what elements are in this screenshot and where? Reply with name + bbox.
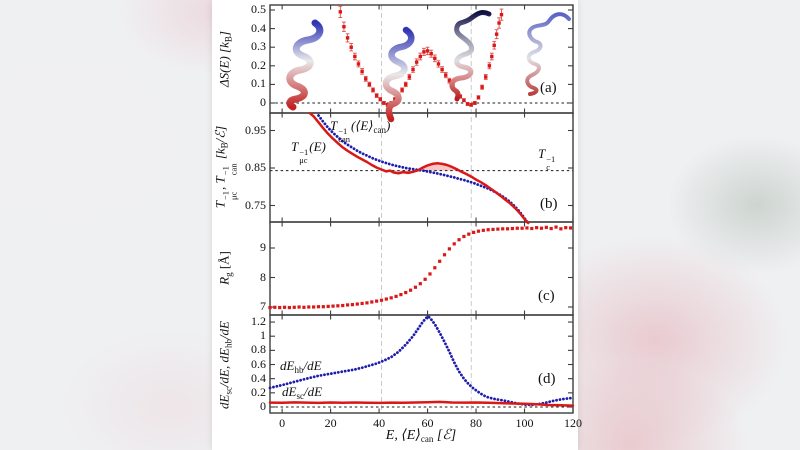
- y-tick-label: 7: [260, 299, 266, 313]
- panel-letter-d: (d): [538, 371, 556, 387]
- annotation-dehb: dEhb/dE: [280, 358, 322, 375]
- y-tick-label: 0.5: [251, 2, 266, 16]
- x-tick-label: 20: [324, 416, 337, 430]
- x-tick-label: 80: [470, 416, 483, 430]
- y-tick-label: 0.95: [245, 122, 266, 137]
- x-tick-label: 40: [373, 416, 386, 430]
- helix-structure-partial-2: [449, 10, 492, 102]
- annotation-tmc: T −1 μc (E): [291, 139, 326, 165]
- panel-letter-b: (b): [540, 196, 558, 212]
- y-tick-label: 9: [260, 240, 266, 254]
- helix-structure-folded: [286, 19, 324, 111]
- y-tick-label: 1: [260, 328, 266, 343]
- y-tick-label: 0.75: [245, 197, 266, 212]
- y-tick-label: 0.2: [251, 57, 266, 72]
- y-tick-label: 0.85: [245, 160, 266, 174]
- annotation-tc: T −1 c: [538, 146, 556, 172]
- y-tick-label: 8: [260, 269, 266, 284]
- panel-letter-a: (a): [540, 80, 557, 96]
- y-tick-label: 0.6: [251, 356, 266, 371]
- helix-structure-partial-1: [382, 26, 415, 123]
- y-tick-label: 1.2: [251, 314, 266, 329]
- y-tick-label: 0: [260, 399, 266, 413]
- y-tick-label: 0: [260, 95, 266, 109]
- x-tick-label: 100: [515, 416, 534, 430]
- y-tick-label: 0.1: [251, 76, 266, 91]
- x-tick-label: 0: [279, 416, 286, 430]
- protein-conformations: [286, 10, 571, 123]
- helix-structure-unfolded: [525, 12, 571, 96]
- annotation-tcan: T −1 can (⟨E⟩can): [330, 118, 391, 144]
- y-tick-label: 0.8: [251, 342, 266, 357]
- y-tick-label: 0.3: [251, 39, 266, 54]
- y-tick-label: 0.4: [251, 20, 266, 35]
- annotation-desc: dEsc/dE: [282, 384, 323, 401]
- panel-letter-c: (c): [538, 288, 555, 304]
- y-tick-label: 0.2: [251, 384, 266, 399]
- y-tick-label: 0.4: [251, 370, 266, 385]
- x-tick-label: 60: [421, 416, 434, 430]
- x-tick-label: 120: [564, 416, 582, 430]
- x-axis-label: E, ⟨E⟩can [ℰ]: [385, 428, 457, 444]
